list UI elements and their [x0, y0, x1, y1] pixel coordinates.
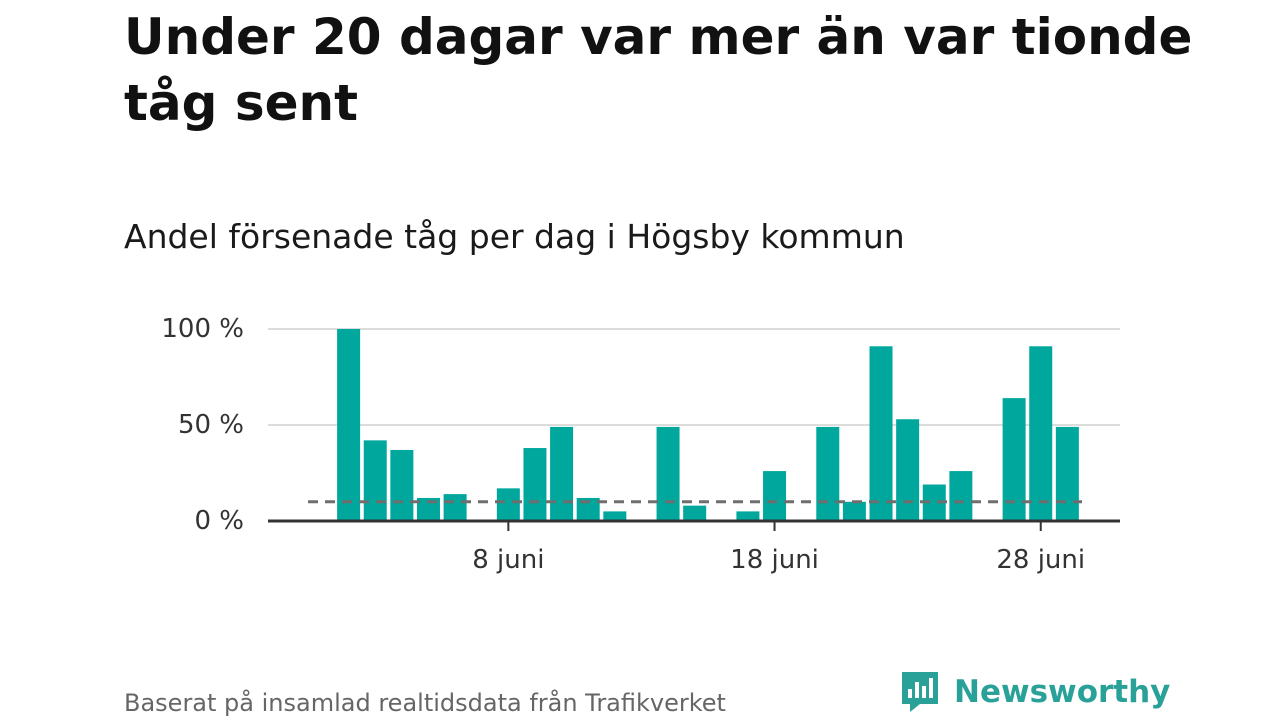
newsworthy-logo: Newsworthy	[900, 670, 1170, 714]
x-tick-label: 28 juni	[996, 545, 1085, 575]
bar	[443, 494, 467, 521]
newsworthy-bar-chart-icon	[902, 672, 938, 712]
bar	[576, 497, 600, 521]
x-tick-label: 18 juni	[730, 545, 819, 575]
bars	[337, 329, 1079, 521]
chart-title: Under 20 dagar var mer än var tionde tåg…	[124, 8, 1193, 132]
chart-subtitle: Andel försenade tåg per dag i Högsby kom…	[124, 217, 905, 256]
bar	[496, 488, 520, 521]
bar	[816, 426, 840, 521]
bar	[523, 448, 547, 521]
axes	[268, 519, 1120, 531]
bar	[1002, 398, 1026, 521]
bar	[656, 426, 680, 521]
source-note: Baserat på insamlad realtidsdata från Tr…	[124, 689, 726, 717]
bar	[736, 511, 760, 521]
bar	[1029, 346, 1053, 521]
bar	[416, 497, 440, 521]
bar	[896, 419, 920, 521]
bar	[390, 449, 414, 521]
bar	[683, 505, 707, 521]
bar	[550, 426, 574, 521]
bar	[842, 501, 866, 521]
bar	[922, 484, 946, 521]
bar	[869, 346, 893, 521]
bar	[603, 511, 627, 521]
x-tick-label: 8 juni	[472, 545, 544, 575]
brand-name: Newsworthy	[954, 674, 1171, 710]
bar	[363, 440, 387, 521]
y-tick-label: 0 %	[194, 506, 244, 536]
y-tick-label: 100 %	[161, 314, 244, 344]
bar	[337, 329, 361, 521]
y-tick-label: 50 %	[178, 410, 244, 440]
bar	[1055, 426, 1079, 521]
gridlines	[268, 328, 1120, 426]
bar	[949, 471, 973, 521]
tick-labels: 0 % 50 % 100 % 8 juni 18 juni 28 juni	[161, 314, 1085, 575]
bar	[763, 471, 787, 521]
